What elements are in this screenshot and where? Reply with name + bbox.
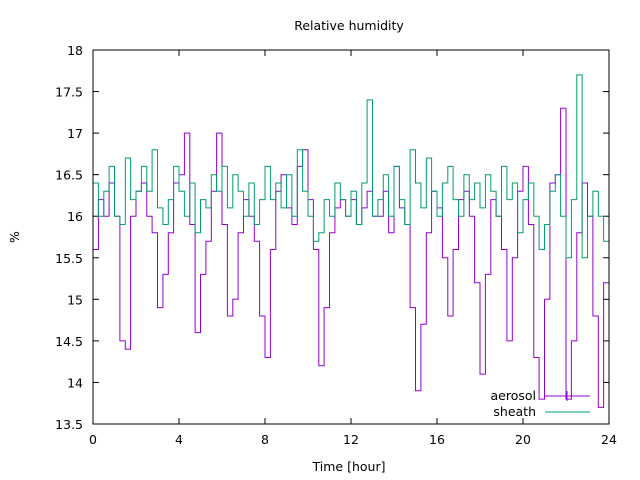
x-tick-label: 24 (601, 432, 617, 447)
y-axis-label: % (7, 231, 22, 243)
x-tick-label: 20 (515, 432, 531, 447)
x-axis-label: Time [hour] (312, 459, 386, 474)
y-tick-label: 15 (67, 292, 83, 307)
chart-title: Relative humidity (294, 18, 404, 33)
y-tick-label: 17 (67, 126, 83, 141)
y-tick-label: 14 (67, 375, 83, 390)
y-tick-label: 18 (67, 43, 83, 58)
y-tick-label: 15.5 (55, 251, 83, 266)
x-tick-label: 16 (429, 432, 445, 447)
y-tick-label: 13.5 (55, 417, 83, 432)
data-series (93, 74, 609, 408)
x-tick-label: 8 (261, 432, 269, 447)
series-line-sheath (93, 74, 609, 259)
legend-label-aerosol: aerosol (491, 388, 537, 403)
x-tick-label: 12 (343, 432, 359, 447)
y-tick-label: 14.5 (55, 334, 83, 349)
y-tick-label: 16 (67, 209, 83, 224)
x-tick-label: 4 (175, 432, 183, 447)
y-tick-label: 16.5 (55, 168, 83, 183)
x-tick-label: 0 (89, 432, 97, 447)
plot-frame (92, 49, 610, 425)
legend-label-sheath: sheath (493, 404, 536, 419)
legend: aerosol sheath (491, 388, 590, 419)
y-tick-label: 17.5 (55, 85, 83, 100)
